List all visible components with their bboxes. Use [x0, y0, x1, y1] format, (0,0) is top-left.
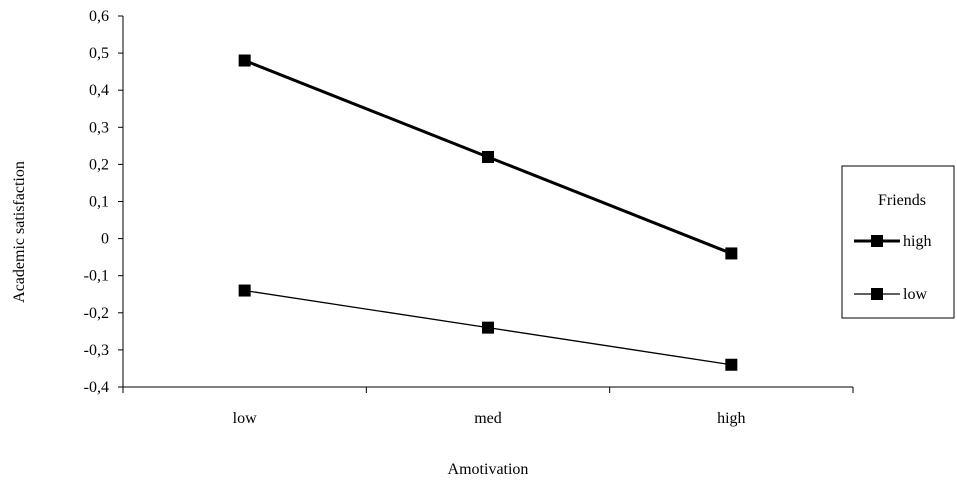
x-tick-label: med	[474, 410, 502, 427]
y-tick-label: 0,3	[89, 119, 109, 136]
legend-label: high	[903, 233, 931, 250]
y-tick-label: -0,1	[84, 268, 109, 285]
legend-title: Friends	[878, 192, 926, 209]
data-point	[482, 321, 494, 334]
x-axis-title: Amotivation	[448, 461, 529, 478]
legend-item-high: high	[854, 233, 931, 250]
data-point	[725, 358, 738, 371]
series-layer	[238, 54, 738, 371]
legend-label: low	[903, 286, 927, 303]
data-point	[725, 247, 738, 260]
y-axis-title: Academic satisfaction	[11, 161, 28, 303]
y-tick-label: 0,2	[89, 156, 109, 173]
y-tick-label: 0,6	[89, 8, 109, 25]
series-low	[238, 284, 738, 371]
series-high	[238, 54, 738, 260]
y-tick-label: 0	[101, 231, 109, 248]
legend-item-low: low	[854, 286, 927, 303]
data-point	[482, 150, 494, 163]
x-tick-label: low	[233, 410, 257, 427]
y-tick-label: -0,4	[84, 379, 109, 396]
data-point	[238, 54, 251, 67]
y-tick-label: 0,5	[89, 45, 109, 62]
legend-swatch-marker	[871, 288, 883, 300]
legend: Friends high low	[841, 165, 955, 319]
y-tick-label: 0,4	[89, 82, 109, 99]
y-tick-label: -0,2	[84, 305, 109, 322]
y-ticks: 0,6 0,5 0,4 0,3 0,2 0,1 0 -0,1 -0,2 -0,3 -0,4	[84, 8, 123, 396]
legend-items: high low	[854, 233, 931, 303]
y-tick-label: 0,1	[89, 194, 109, 211]
y-tick-label: -0,3	[84, 342, 109, 359]
x-tick-label: high	[717, 410, 745, 427]
data-point	[238, 284, 251, 297]
legend-swatch-marker	[871, 235, 883, 247]
x-ticks: low med high	[122, 387, 854, 427]
